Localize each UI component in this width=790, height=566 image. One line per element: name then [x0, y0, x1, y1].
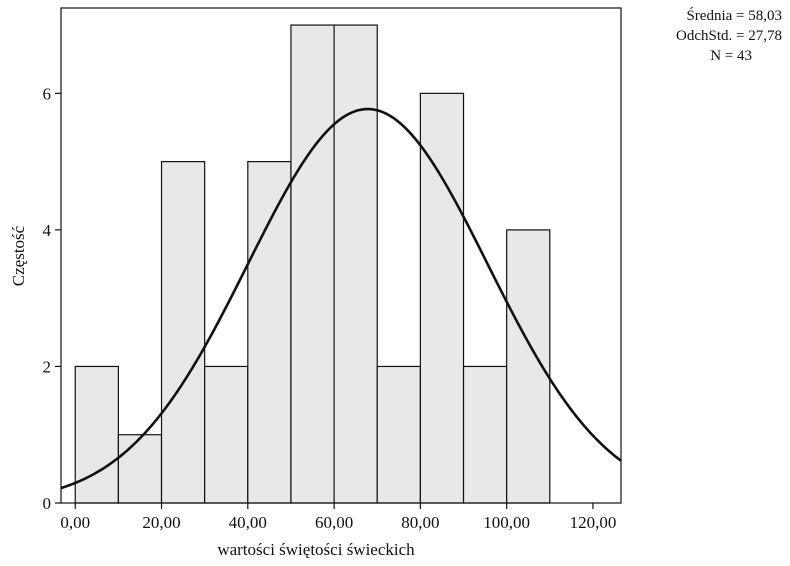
axes-layer	[60, 7, 622, 504]
normal-curve	[60, 107, 622, 490]
x-axis-title: wartości świętości świeckich	[217, 540, 415, 559]
histogram-bar	[462, 365, 508, 504]
curve-layer	[60, 107, 622, 490]
y-tick-label: 0	[43, 494, 52, 513]
histogram-bar	[160, 161, 206, 504]
x-tick-label: 40,00	[229, 513, 267, 532]
stat-mean: Średnia = 58,03	[686, 8, 782, 24]
histogram-bar	[247, 161, 292, 504]
y-tick-label: 6	[43, 84, 52, 103]
histogram-bar	[290, 24, 335, 504]
x-tick-label: 60,00	[315, 513, 353, 532]
y-tick-label: 4	[43, 221, 52, 240]
x-tick-label: 20,00	[142, 513, 180, 532]
plot-frame	[60, 7, 622, 504]
histogram-bar	[204, 365, 249, 504]
histogram-bar	[74, 365, 119, 504]
y-axis-title: Częstość	[9, 225, 28, 286]
x-tick-label: 0,00	[60, 513, 90, 532]
histogram-bar	[333, 24, 378, 504]
bars-layer	[74, 24, 551, 504]
x-tick-label: 120,00	[570, 513, 617, 532]
y-tick-label: 2	[43, 357, 52, 376]
stats-box: Średnia = 58,03 OdchStd. = 27,78 N = 43	[676, 6, 782, 66]
histogram-bar	[376, 365, 421, 504]
stat-sd: OdchStd. = 27,78	[676, 28, 782, 44]
stat-n: N = 43	[710, 48, 752, 64]
x-tick-label: 100,00	[483, 513, 530, 532]
ticks-layer: 0,00 20,00 40,00 60,00 80,00 100,00 120,00 0 2 4 6	[43, 84, 617, 532]
histogram-bar	[117, 434, 163, 504]
x-tick-label: 80,00	[401, 513, 439, 532]
